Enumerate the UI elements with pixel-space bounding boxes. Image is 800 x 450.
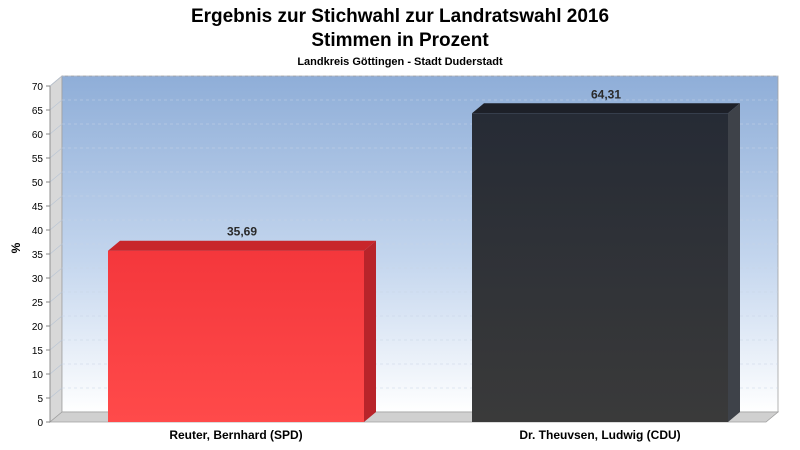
gridline-side	[49, 99, 63, 111]
y-tick-label: 0	[37, 418, 43, 429]
gridline-side	[49, 291, 63, 303]
gridline-side	[49, 147, 63, 159]
x-tick-label: Dr. Theuvsen, Ludwig (CDU)	[519, 428, 680, 442]
y-tick-label: 70	[32, 82, 44, 93]
gridline-side	[49, 243, 63, 255]
bar-top	[472, 103, 740, 114]
y-tick-label: 25	[32, 298, 44, 309]
y-tick-label: 40	[32, 226, 44, 237]
bar-side	[364, 240, 376, 422]
y-tick-label: 10	[32, 370, 44, 381]
y-tick-label: 50	[32, 178, 44, 189]
gridline-side	[49, 267, 63, 279]
gridline-side	[49, 171, 63, 183]
data-label: 64,31	[591, 87, 621, 101]
y-tick-label: 65	[32, 106, 44, 117]
chart-title: Ergebnis zur Stichwahl zur Landratswahl …	[191, 6, 609, 27]
gridline-side	[49, 75, 63, 87]
y-tick-label: 60	[32, 130, 44, 141]
y-axis-label: %	[9, 242, 23, 253]
gridline-side	[49, 219, 63, 231]
data-label: 35,69	[227, 225, 257, 239]
bar-side	[728, 103, 740, 422]
gridline-side	[49, 315, 63, 327]
gridline-side	[49, 195, 63, 207]
bar	[472, 113, 728, 422]
y-tick-label: 55	[32, 154, 44, 165]
bar	[108, 250, 364, 422]
y-tick-label: 20	[32, 322, 44, 333]
plot-area: 0 5 10 15 20 25 30 35 40 45 50 55 60 65 70 35,69 Reuter,…	[32, 75, 780, 442]
y-tick-label: 5	[37, 394, 43, 405]
chart-title-line2: Stimmen in Prozent	[311, 30, 489, 51]
bar-top	[108, 240, 376, 251]
gridline-side	[49, 387, 63, 399]
y-tick-label: 45	[32, 202, 44, 213]
gridline-side	[49, 339, 63, 351]
y-tick-label: 35	[32, 250, 44, 261]
gridline-side	[49, 123, 63, 135]
chart-subtitle: Landkreis Göttingen - Stadt Duderstadt	[297, 56, 503, 68]
y-tick-label: 15	[32, 346, 44, 357]
gridline-side	[49, 363, 63, 375]
y-tick-label: 30	[32, 274, 44, 285]
x-tick-label: Reuter, Bernhard (SPD)	[169, 428, 302, 442]
